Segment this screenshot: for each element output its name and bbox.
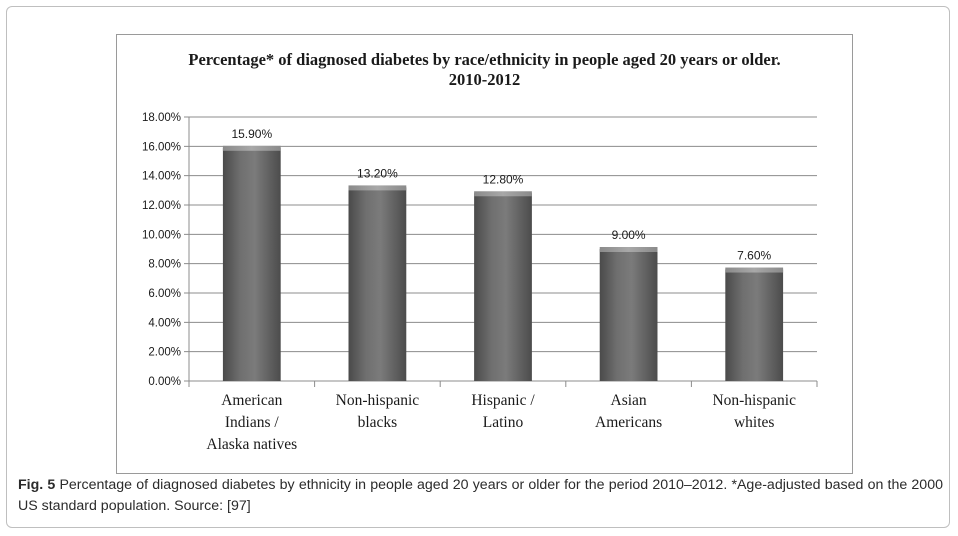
y-tick-label: 4.00% bbox=[148, 317, 181, 329]
caption-text: Percentage of diagnosed diabetes by ethn… bbox=[18, 477, 943, 514]
y-tick-label: 14.00% bbox=[142, 171, 181, 183]
bar-top-cap bbox=[725, 268, 783, 273]
bar-chart: 0.00% 2.00% 4.00% 6.00% 8.00% 10.00% 12.00% 14.… bbox=[117, 35, 852, 473]
bar-body bbox=[600, 249, 658, 381]
figure-caption: Fig. 5 Percentage of diagnosed diabetes … bbox=[18, 475, 943, 517]
bar-top-cap bbox=[223, 146, 281, 151]
chart-title: Percentage* of diagnosed diabetes by rac… bbox=[177, 50, 792, 90]
bar bbox=[600, 247, 658, 381]
chart-area: 0.00% 2.00% 4.00% 6.00% 8.00% 10.00% 12.00% 14.… bbox=[116, 34, 853, 474]
y-tick-label: 6.00% bbox=[148, 288, 181, 300]
data-label: 12.80% bbox=[483, 172, 524, 186]
bar-top-cap bbox=[474, 191, 532, 196]
bar bbox=[474, 191, 532, 381]
bar bbox=[223, 146, 281, 381]
bar-body bbox=[223, 148, 281, 381]
y-tick-label: 0.00% bbox=[148, 376, 181, 388]
y-tick-label: 16.00% bbox=[142, 141, 181, 153]
x-category-label: Hispanic / Latino bbox=[471, 392, 535, 431]
y-tick-label: 8.00% bbox=[148, 259, 181, 271]
x-category-label: Non-hispanic whites bbox=[712, 392, 796, 431]
bar bbox=[349, 185, 407, 381]
y-tick-label: 2.00% bbox=[148, 347, 181, 359]
figure-frame: 0.00% 2.00% 4.00% 6.00% 8.00% 10.00% 12.00% 14.… bbox=[6, 6, 950, 528]
bar-body bbox=[725, 270, 783, 381]
x-category-label: Non-hispanic blacks bbox=[336, 392, 420, 431]
x-category-label: Asian Americans bbox=[595, 392, 662, 431]
data-label: 13.20% bbox=[357, 166, 398, 180]
figure-label: Fig. 5 bbox=[18, 477, 55, 493]
bar-top-cap bbox=[349, 185, 407, 190]
data-label: 7.60% bbox=[737, 249, 771, 263]
bar-body bbox=[474, 193, 532, 381]
bar-body bbox=[349, 187, 407, 381]
data-label: 15.90% bbox=[231, 127, 272, 141]
data-label: 9.00% bbox=[612, 228, 646, 242]
y-tick-label: 10.00% bbox=[142, 229, 181, 241]
bar-top-cap bbox=[600, 247, 658, 252]
y-tick-label: 18.00% bbox=[142, 112, 181, 124]
y-tick-label: 12.00% bbox=[142, 200, 181, 212]
bar bbox=[725, 268, 783, 381]
x-category-label: American Indians / Alaska natives bbox=[206, 392, 297, 453]
